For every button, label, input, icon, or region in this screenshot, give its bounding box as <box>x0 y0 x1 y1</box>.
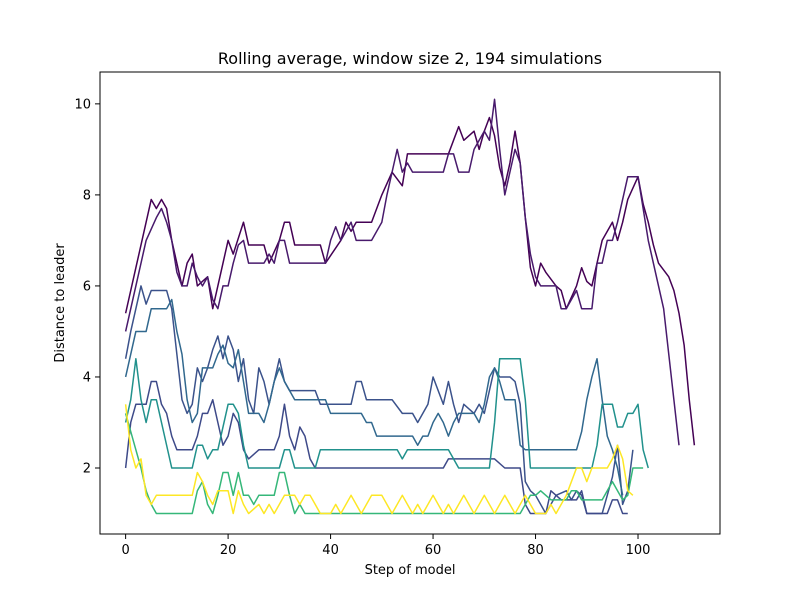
series-line-8 <box>124 404 634 515</box>
x-axis-label: Step of model <box>365 563 456 578</box>
y-tick-label: 2 <box>83 462 91 477</box>
series-line-5 <box>124 380 628 515</box>
series-line-6 <box>124 358 649 469</box>
series-layer <box>124 98 696 515</box>
y-tick-label: 4 <box>83 370 91 385</box>
x-tick-label: 60 <box>425 543 442 558</box>
x-axis: 0 20 40 60 80 100 <box>121 534 650 558</box>
y-tick-label: 6 <box>83 279 91 294</box>
series-line-4 <box>124 298 624 496</box>
y-axis-label: Distance to leader <box>53 243 68 363</box>
x-tick-label: 0 <box>121 543 129 558</box>
x-tick-label: 40 <box>322 543 339 558</box>
series-line-7 <box>124 413 644 515</box>
chart-title: Rolling average, window size 2, 194 simu… <box>218 49 602 68</box>
x-tick-label: 80 <box>527 543 544 558</box>
y-tick-label: 10 <box>74 97 91 112</box>
x-tick-label: 100 <box>626 543 651 558</box>
y-tick-label: 8 <box>83 188 91 203</box>
y-axis: 2 4 6 8 10 <box>74 97 100 477</box>
series-line-2 <box>124 98 680 446</box>
plot-frame <box>99 71 721 535</box>
x-tick-label: 20 <box>220 543 237 558</box>
